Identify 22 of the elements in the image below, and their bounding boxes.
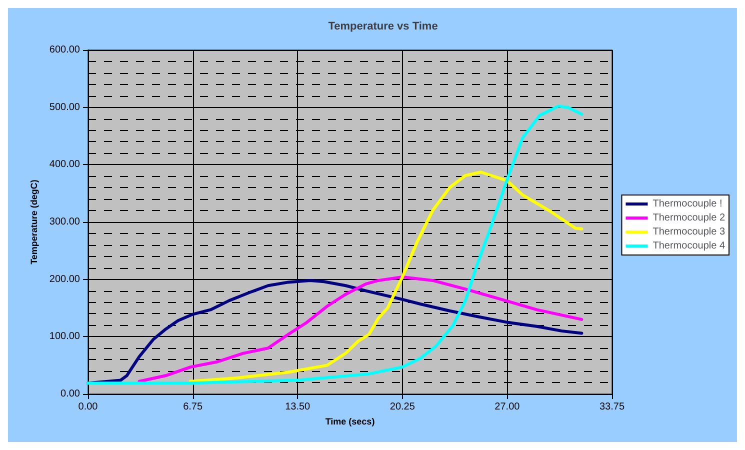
y-tick-label: 500.00	[49, 102, 80, 113]
line-series	[86, 104, 584, 385]
x-tick-label: 20.25	[390, 402, 416, 412]
x-axis-title: Time (secs)	[325, 416, 375, 426]
y-tick-label: 600.00	[49, 44, 80, 56]
line-series	[188, 170, 584, 383]
chart-title: Temperature vs Time	[328, 20, 438, 32]
y-axis-title: Temperature (degC)	[29, 180, 40, 264]
legend-label: Thermocouple 4	[652, 240, 726, 252]
y-tick-label: 400.00	[49, 159, 80, 170]
legend-label: Thermocouple !	[652, 198, 722, 210]
x-tick-label: 0.00	[78, 402, 98, 412]
y-tick-label: 100.00	[49, 331, 80, 342]
x-tick-label: 27.00	[494, 402, 520, 412]
y-tick-label: 300.00	[49, 216, 80, 228]
x-tick-label: 33.75	[599, 402, 625, 412]
legend-label: Thermocouple 3	[652, 226, 726, 238]
x-tick-label: 6.75	[183, 402, 203, 412]
x-tick-label: 13.50	[285, 402, 311, 412]
y-tick-label: 200.00	[49, 274, 80, 285]
y-tick-label: 0.00	[60, 388, 80, 400]
legend-label: Thermocouple 2	[652, 212, 726, 224]
